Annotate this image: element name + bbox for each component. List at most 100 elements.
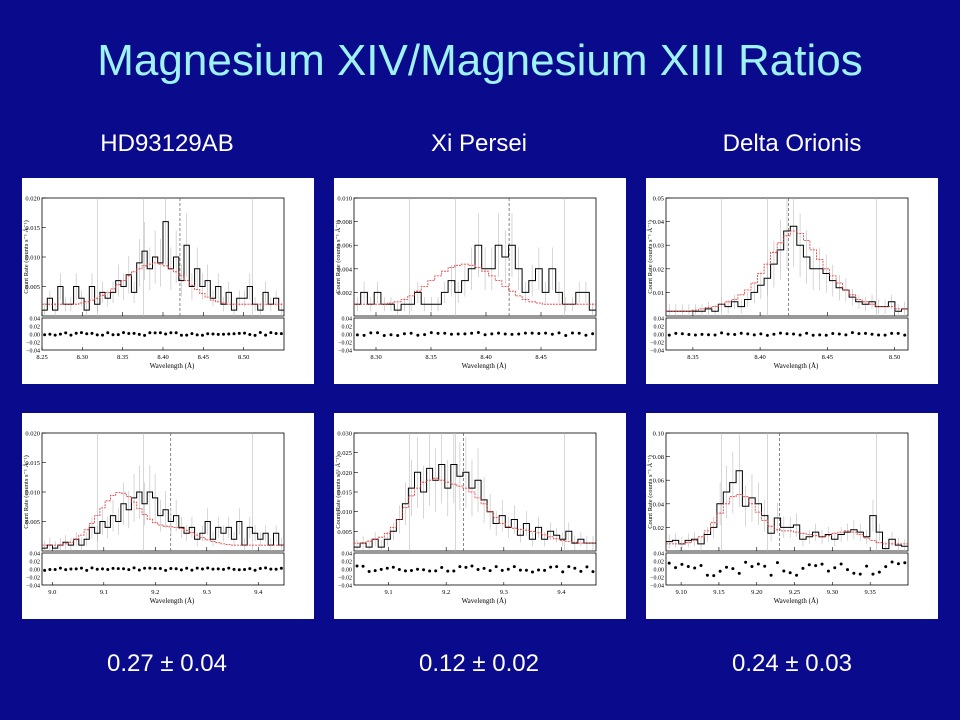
residual-tick-label: −0.02 <box>26 576 40 582</box>
residual-point <box>211 567 215 571</box>
y-tick-label: 0.005 <box>25 284 40 291</box>
residual-point <box>896 331 900 335</box>
x-axis-label: Wavelength (Å) <box>462 597 507 605</box>
residual-point <box>850 331 854 335</box>
residual-point <box>222 332 225 336</box>
residual-point <box>713 333 717 337</box>
residual-point <box>137 332 141 336</box>
residual-point <box>148 331 152 335</box>
residual-tick-label: 0.00 <box>30 333 41 339</box>
residual-point <box>195 333 199 337</box>
residual-point <box>64 568 68 572</box>
residual-point <box>858 572 862 576</box>
residual-point <box>458 565 462 569</box>
y-tick-label: 0.04 <box>653 501 665 508</box>
residual-point <box>253 333 257 337</box>
residual-point <box>846 568 849 572</box>
residual-point <box>718 569 722 573</box>
residual-point <box>53 333 57 337</box>
residual-point <box>269 567 273 571</box>
residual-point <box>164 568 168 572</box>
residual-point <box>153 331 157 335</box>
residual-point <box>274 567 278 571</box>
column-label-delta-orionis: Delta Orionis <box>722 130 862 157</box>
residual-point <box>232 567 236 571</box>
y-tick-label: 0.015 <box>25 460 40 467</box>
x-tick-label: 8.45 <box>198 354 209 361</box>
residual-point <box>584 333 588 337</box>
residual-point <box>464 565 468 569</box>
residual-point <box>494 565 498 569</box>
residual-point <box>903 333 907 337</box>
residual-point <box>43 568 47 572</box>
x-tick-label: 8.40 <box>157 354 168 361</box>
residual-point <box>503 332 507 336</box>
residual-point <box>48 332 52 336</box>
residual-point <box>416 567 420 571</box>
ratio-value: 0.27 ± 0.04 <box>107 650 227 677</box>
x-tick-label: 9.20 <box>751 589 762 596</box>
residual-point <box>385 566 389 570</box>
residual-point <box>903 561 907 565</box>
residual-point <box>699 563 703 567</box>
residual-point <box>693 333 697 337</box>
x-tick-label: 9.35 <box>865 589 876 596</box>
residual-point <box>712 574 716 578</box>
y-tick-label: 0.020 <box>337 470 352 477</box>
residual-point <box>402 332 406 336</box>
residual-point <box>440 566 444 570</box>
residual-tick-label: 0.02 <box>342 560 353 566</box>
x-tick-label: 9.1 <box>100 589 108 596</box>
residual-point <box>222 567 225 571</box>
residual-point <box>752 333 756 337</box>
residual-point <box>488 569 492 573</box>
observed-histogram <box>42 221 284 311</box>
page-title: Magnesium XIV/Magnesium XIII Ratios <box>97 36 863 85</box>
x-tick-label: 9.4 <box>557 589 566 596</box>
residual-point <box>90 566 94 570</box>
column-label-xi-persei: Xi Persei <box>430 130 528 157</box>
residual-point <box>185 566 189 570</box>
residual-point <box>258 331 262 335</box>
residual-point <box>122 567 126 571</box>
y-axis-label: Count Rate (counts s⁻¹ Å⁻¹) <box>22 220 30 294</box>
residual-point <box>237 568 241 572</box>
model-curve <box>42 262 284 305</box>
spectrum-panel: 0.002 0.004 0.006 0.008 0.010 8.30 8.35 8.40 8.4… <box>334 178 626 384</box>
x-tick-label: 9.0 <box>48 589 56 596</box>
residual-point <box>95 333 99 337</box>
residual-point <box>705 573 709 577</box>
residual-point <box>190 568 194 572</box>
residual-point <box>409 331 413 335</box>
spectrum-panel: 0.01 0.02 0.03 0.04 0.05 8.35 8.40 8.45 8.50 0.04… <box>646 178 938 384</box>
residual-tick-label: 0.00 <box>654 568 665 574</box>
y-tick-label: 0.05 <box>653 196 664 203</box>
residual-point <box>482 566 486 570</box>
residual-point <box>403 569 407 573</box>
residual-tick-label: −0.04 <box>650 584 664 590</box>
x-tick-label: 9.10 <box>675 589 686 596</box>
residual-point <box>667 333 671 337</box>
residual-point <box>127 568 131 572</box>
y-tick-label: 0.08 <box>653 454 664 461</box>
observed-histogram <box>42 491 284 549</box>
residual-point <box>429 331 433 335</box>
residual-point <box>500 568 504 572</box>
residual-point <box>476 567 480 571</box>
residual-point <box>490 332 494 336</box>
residual-point <box>833 566 837 570</box>
x-tick-label: 8.30 <box>77 354 88 361</box>
y-tick-label: 0.020 <box>25 431 40 438</box>
residual-point <box>423 333 427 337</box>
y-tick-label: 0.005 <box>25 519 40 526</box>
residual-point <box>153 566 157 570</box>
x-tick-label: 8.35 <box>425 354 436 361</box>
residual-tick-label: −0.02 <box>338 341 352 347</box>
y-tick-label: 0.015 <box>25 225 40 232</box>
residual-point <box>122 331 126 335</box>
residual-point <box>564 333 568 337</box>
residual-point <box>95 567 99 571</box>
y-tick-label: 0.01 <box>653 290 664 297</box>
residual-point <box>857 332 861 336</box>
x-tick-label: 8.35 <box>117 354 128 361</box>
